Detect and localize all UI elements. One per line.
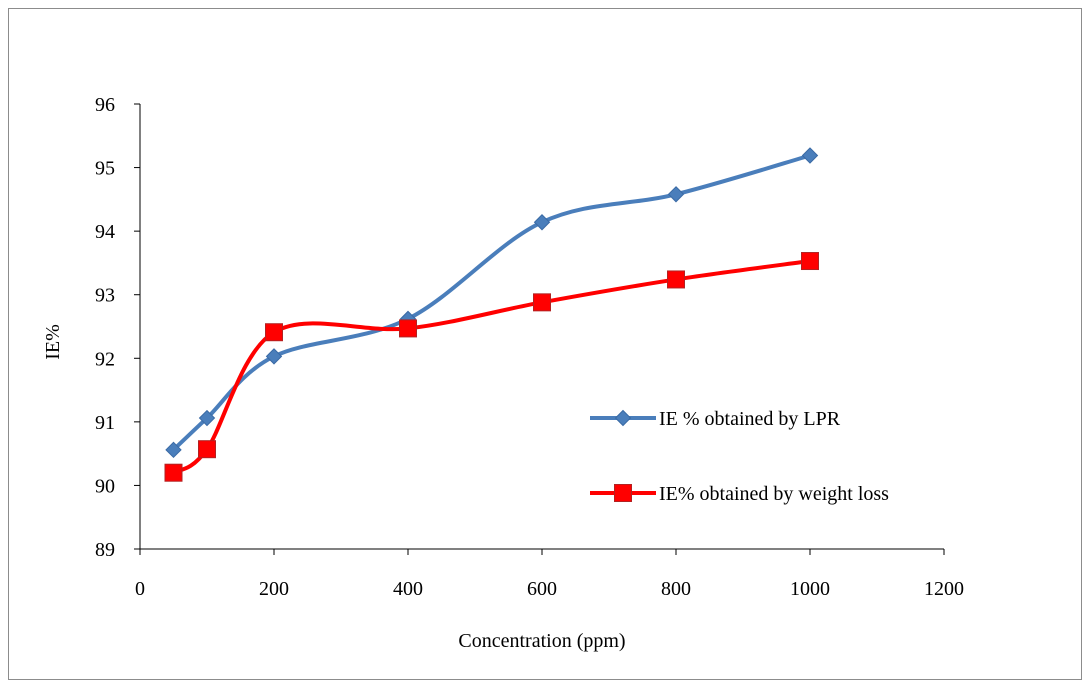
diamond-point — [198, 409, 216, 427]
square-point — [265, 323, 283, 342]
chart-frame — [8, 8, 1082, 680]
diamond-point — [165, 441, 182, 459]
y-tick-label: 93 — [95, 285, 115, 307]
square-point — [533, 293, 551, 312]
y-ticks: 89 90 91 92 93 94 95 96 — [95, 94, 140, 561]
y-tick-label: 91 — [95, 412, 115, 434]
x-tick-label: 400 — [393, 578, 423, 600]
series-line — [171, 259, 812, 475]
y-axis-title: IE% — [42, 324, 64, 360]
square-point — [801, 252, 819, 271]
x-tick-label: 1000 — [790, 578, 830, 600]
y-tick-label: 92 — [95, 348, 115, 370]
series-layer — [164, 147, 819, 482]
series-lpr — [165, 147, 819, 459]
series-weight-loss — [164, 252, 819, 482]
legend-label: IE % obtained by LPR — [659, 408, 841, 430]
y-tick-label: 95 — [95, 158, 115, 180]
x-tick-label: 200 — [259, 578, 289, 600]
x-ticks: 0 200 400 600 800 1000 1200 — [135, 549, 964, 600]
legend-item: IE% obtained by weight loss — [590, 483, 889, 505]
series-line — [171, 153, 812, 452]
y-tick-label: 94 — [95, 221, 115, 243]
y-tick-label: 89 — [95, 539, 115, 561]
square-point — [164, 463, 183, 482]
diamond-point — [667, 186, 685, 203]
x-tick-label: 1200 — [924, 578, 964, 600]
x-tick-label: 600 — [527, 578, 557, 600]
square-point — [198, 440, 216, 459]
x-tick-label: 800 — [661, 578, 691, 600]
x-axis-title: Concentration (ppm) — [458, 630, 625, 652]
diamond-point — [533, 214, 551, 231]
x-tick-label: 0 — [135, 578, 145, 600]
diamond-point — [265, 348, 283, 365]
legend-item: IE % obtained by LPR — [590, 408, 841, 430]
legend: IE % obtained by LPR IE% obtained by weig… — [590, 408, 889, 505]
y-tick-label: 90 — [95, 475, 115, 497]
square-point — [667, 270, 685, 289]
legend-diamond-marker — [614, 409, 632, 427]
square-point — [399, 319, 417, 338]
diamond-point — [801, 147, 819, 164]
legend-label: IE% obtained by weight loss — [659, 483, 889, 505]
y-tick-label: 96 — [95, 94, 115, 116]
legend-square-marker — [614, 484, 632, 502]
